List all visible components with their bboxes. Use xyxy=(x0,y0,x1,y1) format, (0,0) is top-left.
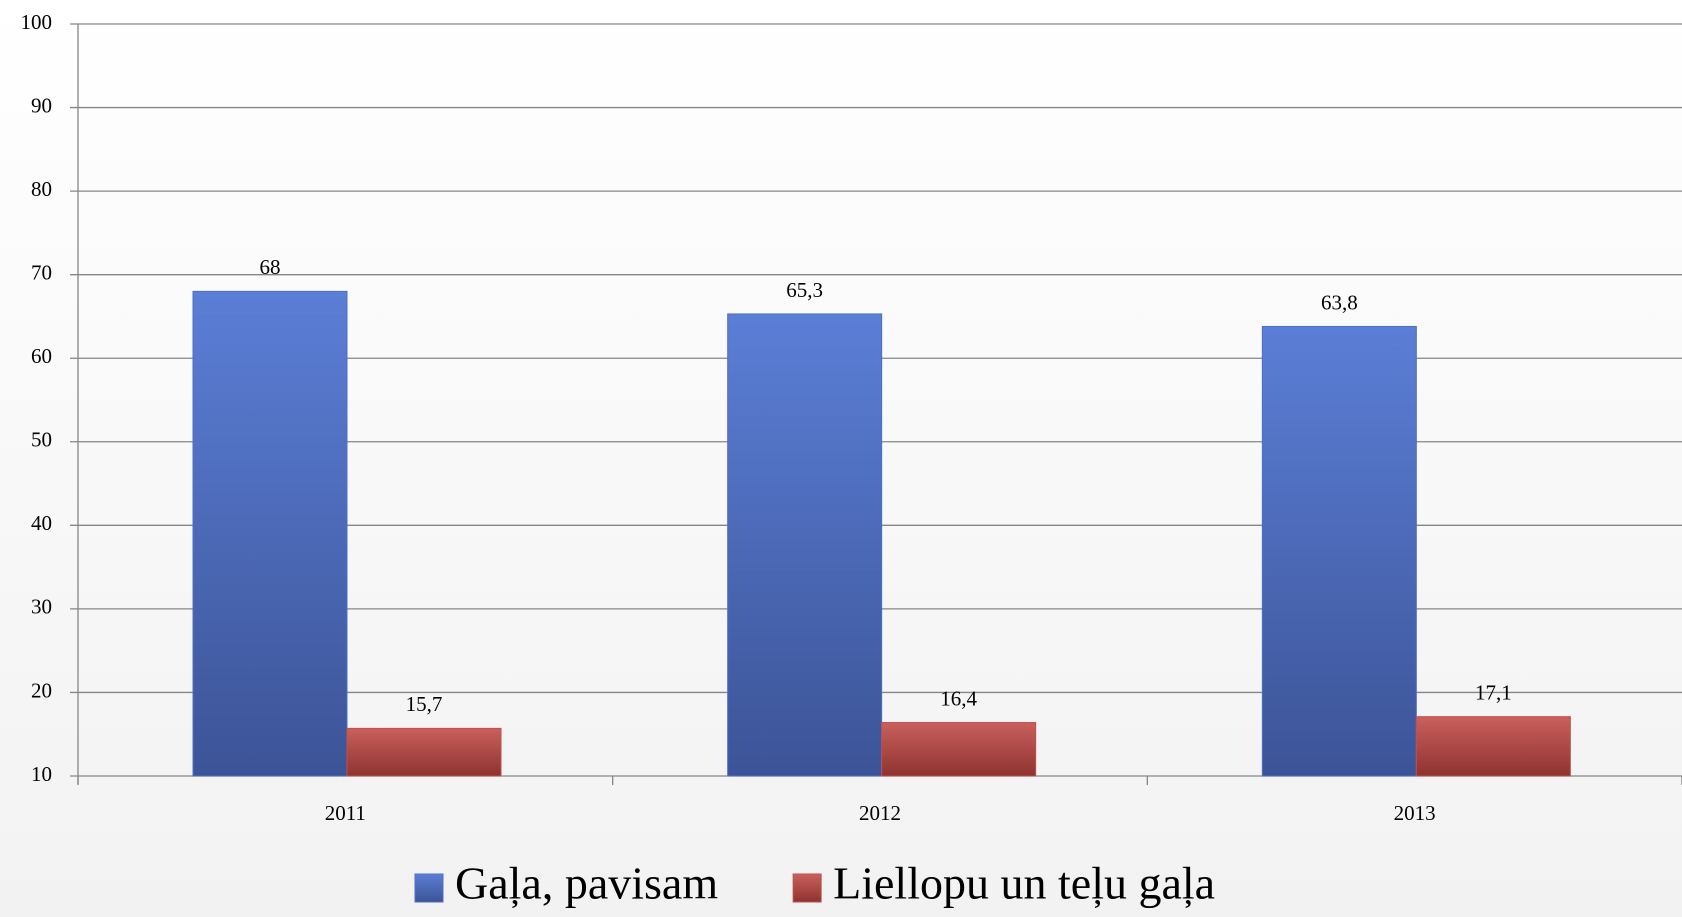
y-tick-label: 90 xyxy=(31,93,52,117)
data-label: 17,1 xyxy=(1475,680,1512,704)
y-tick-label: 30 xyxy=(31,595,52,619)
bar xyxy=(1415,716,1571,777)
y-tick-label: 70 xyxy=(31,260,52,284)
bar xyxy=(1261,325,1417,777)
data-label: 63,8 xyxy=(1321,290,1358,314)
bar xyxy=(727,313,883,777)
legend-label: Liellopu un teļu gaļa xyxy=(833,858,1215,909)
y-tick-label: 60 xyxy=(31,344,52,368)
data-label: 68 xyxy=(260,255,281,279)
legend-swatch xyxy=(414,873,444,903)
y-tick-label: 80 xyxy=(31,177,52,201)
legend-label: Gaļa, pavisam xyxy=(455,858,718,909)
y-tick-label: 40 xyxy=(31,511,52,535)
bar xyxy=(192,290,348,777)
data-label: 16,4 xyxy=(940,686,977,710)
x-tick-label: 2012 xyxy=(859,801,901,825)
x-tick-label: 2011 xyxy=(325,801,366,825)
bar xyxy=(346,727,502,777)
bar xyxy=(881,722,1037,777)
data-label: 65,3 xyxy=(786,278,823,302)
y-tick-label: 10 xyxy=(31,762,52,786)
y-tick-label: 100 xyxy=(21,10,53,34)
legend-swatch xyxy=(792,873,822,903)
y-tick-label: 50 xyxy=(31,428,52,452)
y-tick-label: 20 xyxy=(31,678,52,702)
x-tick-label: 2013 xyxy=(1394,801,1436,825)
data-label: 15,7 xyxy=(406,692,443,716)
